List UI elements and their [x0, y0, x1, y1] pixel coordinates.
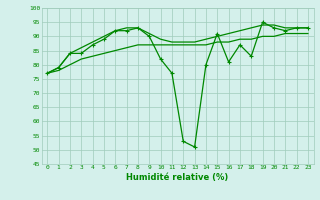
X-axis label: Humidité relative (%): Humidité relative (%) — [126, 173, 229, 182]
